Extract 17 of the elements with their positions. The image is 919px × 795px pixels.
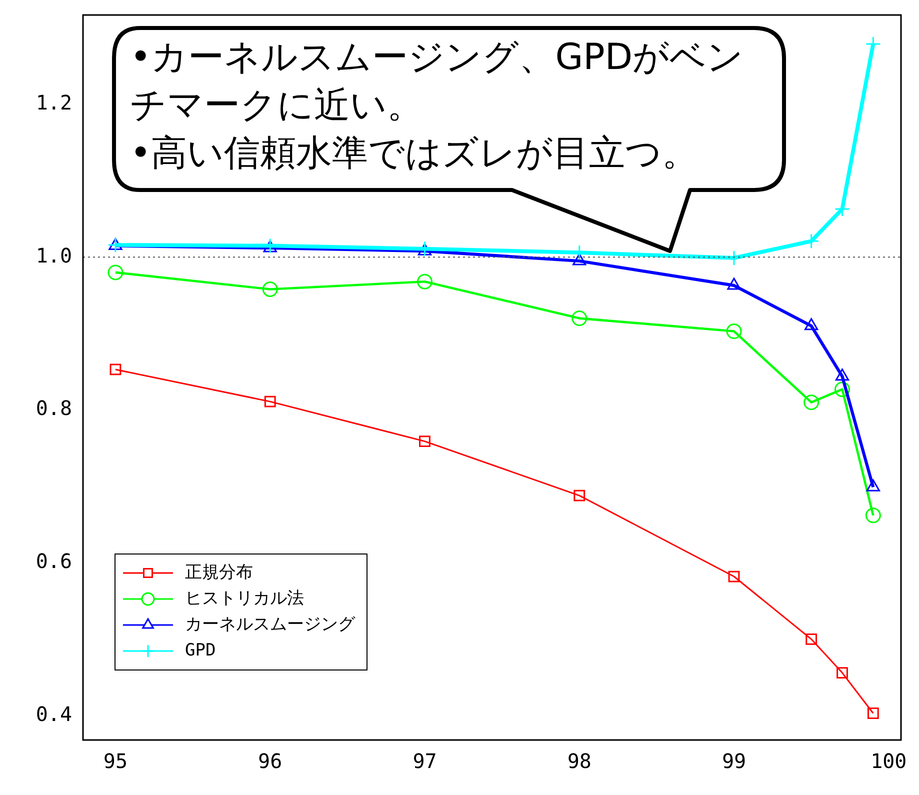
y-tick-label: 0.4 [36,702,72,726]
x-tick-label: 95 [103,749,128,774]
y-tick-label: 0.6 [36,548,72,573]
x-tick-label: 98 [567,749,592,774]
legend-label: GPD [185,640,216,660]
legend-label: 正規分布 [185,562,253,582]
annotation: •高い信頼水準ではズレが目立つ。 [130,132,700,176]
y-tick-label: 1.2 [36,90,72,115]
legend-label: ヒストリカル法 [185,588,304,608]
legend-label: カーネルスムージング [185,614,356,634]
x-tick-label: 97 [412,749,437,774]
y-tick-label: 1.0 [36,243,72,268]
x-tick-label: 96 [258,749,282,774]
x-tick-label: 99 [722,749,746,774]
y-tick-label: 0.8 [36,396,72,420]
annotation: •カーネルスムージング、GPDがベンチマークに近い。 [130,36,745,128]
x-tick-label: 100 [870,749,907,774]
